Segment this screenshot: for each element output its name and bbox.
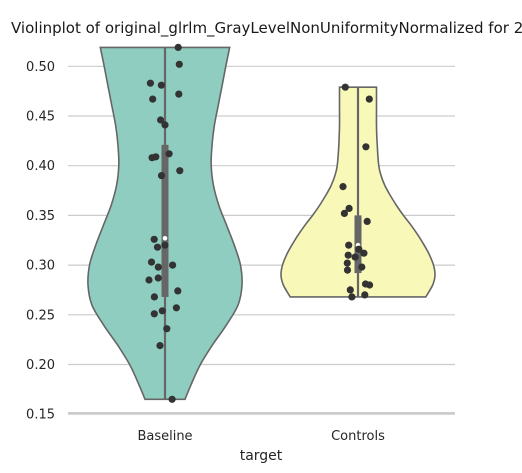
data-point — [150, 310, 158, 318]
data-point — [344, 251, 352, 259]
data-point — [343, 259, 351, 267]
chart-title: Violinplot of original_glrlm_GrayLevelNo… — [11, 19, 522, 38]
data-point — [366, 281, 374, 289]
data-point — [172, 304, 180, 312]
y-tick-label: 0.50 — [26, 60, 55, 75]
data-point — [150, 235, 158, 243]
data-point — [340, 209, 348, 217]
data-point — [163, 325, 171, 333]
data-point — [161, 121, 169, 129]
data-point — [156, 342, 164, 350]
data-point — [165, 150, 173, 158]
data-point — [153, 243, 162, 251]
y-tick-label: 0.30 — [26, 259, 55, 274]
data-point — [148, 154, 156, 162]
data-point — [154, 263, 162, 271]
data-point — [154, 274, 162, 282]
data-point — [174, 287, 182, 295]
data-point — [145, 276, 153, 284]
data-point — [363, 217, 371, 225]
data-point — [161, 241, 169, 249]
data-point — [346, 286, 354, 294]
data-point — [351, 253, 359, 261]
data-point — [345, 241, 353, 249]
data-point — [175, 90, 183, 98]
data-point — [348, 293, 356, 301]
data-point — [174, 43, 182, 52]
data-point — [158, 307, 166, 315]
y-tick-label: 0.40 — [26, 159, 55, 174]
data-point — [149, 95, 157, 103]
iqr-box-baseline — [161, 144, 169, 297]
y-tick-label: 0.35 — [26, 209, 55, 224]
y-tick-labels: 0.15 0.20 0.25 0.30 0.35 0.40 0.45 0.50 — [26, 60, 55, 423]
data-point — [358, 263, 366, 271]
data-point — [146, 79, 154, 87]
y-tick-label: 0.45 — [26, 110, 55, 125]
data-point — [150, 293, 158, 301]
data-point — [157, 81, 165, 89]
data-point — [343, 266, 352, 274]
data-point — [362, 143, 370, 151]
violins — [87, 46, 436, 401]
data-point — [168, 395, 176, 403]
data-point — [147, 258, 156, 266]
x-tick-label: Baseline — [137, 429, 192, 444]
data-point — [157, 172, 166, 180]
data-point — [365, 95, 373, 103]
data-point — [361, 291, 369, 299]
data-point — [360, 249, 368, 257]
x-tick-labels: Baseline Controls — [137, 429, 385, 444]
x-axis-label: target — [240, 448, 283, 464]
strip-points — [145, 43, 374, 403]
data-point — [169, 261, 177, 269]
x-tick-label: Controls — [331, 429, 385, 444]
median-marker — [162, 235, 168, 241]
data-point — [175, 60, 183, 68]
y-tick-label: 0.20 — [26, 358, 55, 373]
data-point — [345, 204, 353, 212]
inner-boxes — [161, 47, 362, 400]
data-point — [339, 183, 347, 191]
y-tick-label: 0.15 — [26, 408, 55, 423]
y-tick-label: 0.25 — [26, 308, 55, 323]
data-point — [355, 245, 363, 253]
data-point — [157, 116, 165, 124]
data-point — [341, 83, 349, 91]
data-point — [176, 167, 184, 175]
